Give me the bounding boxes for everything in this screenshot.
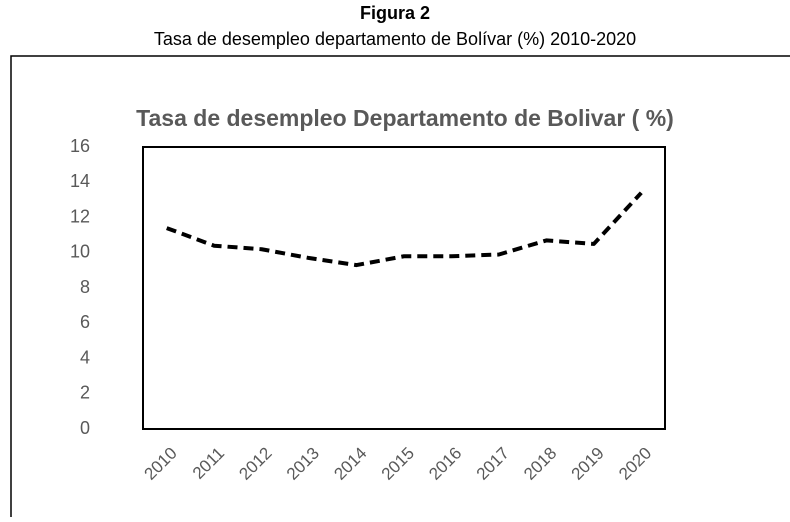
y-tick-label: 4 [80,347,90,367]
x-tick-label: 2010 [141,444,181,484]
y-tick-label: 10 [70,242,90,262]
y-tick-label: 14 [70,171,90,191]
data-line [166,191,643,268]
x-tick-label: 2013 [283,444,323,484]
x-tick-label: 2017 [473,444,513,484]
x-tick-label: 2014 [330,444,370,484]
x-tick-label: 2020 [615,444,655,484]
x-tick-label: 2015 [378,444,418,484]
plot-frame [142,146,666,430]
y-tick-label: 2 [80,383,90,403]
y-tick-label: 12 [70,206,90,226]
y-tick-label: 8 [80,277,90,297]
x-tick-label: 2019 [568,444,608,484]
x-tick-label: 2018 [520,444,560,484]
x-tick-label: 2012 [235,444,275,484]
figure-caption: Tasa de desempleo departamento de Bolíva… [154,29,636,49]
y-tick-label: 16 [70,136,90,156]
x-tick-label: 2016 [425,444,465,484]
chart-frame [10,55,790,517]
x-tick-label: 2011 [189,444,228,483]
chart-title: Tasa de desempleo Departamento de Boliva… [136,105,674,131]
y-tick-label: 6 [80,312,90,332]
y-tick-label: 0 [80,418,90,438]
figure-label: Figura 2 [360,3,430,23]
